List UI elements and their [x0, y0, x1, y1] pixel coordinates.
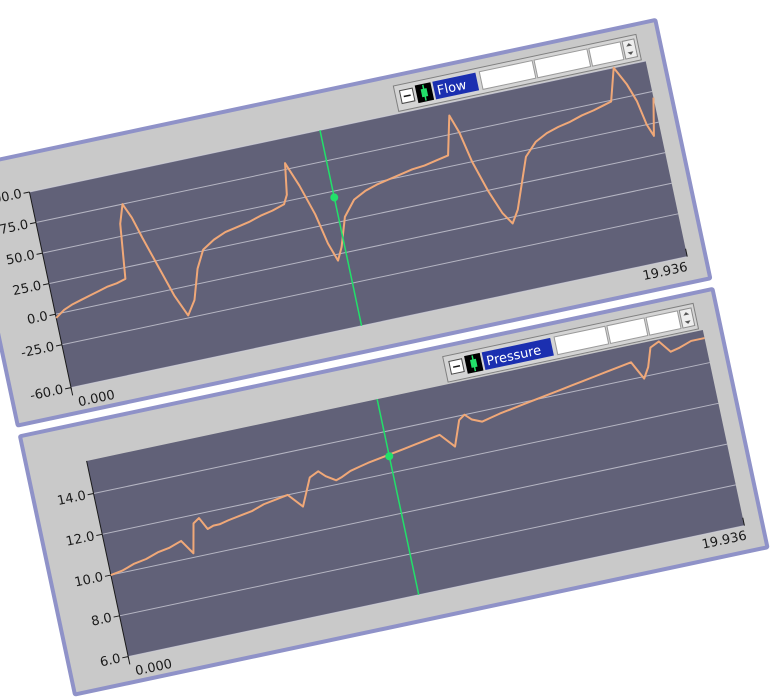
pressure-graph-window: 14.012.010.08.06.0 0.000 19.936 — [18, 287, 770, 697]
flow-plot-area[interactable] — [29, 60, 688, 388]
flow-plot-legend[interactable]: Flow — [392, 33, 642, 112]
pressure-plot-legend[interactable]: Pressure — [442, 302, 700, 383]
flow-grid-line — [70, 256, 688, 389]
flow-y-tick-label: 25.0 — [11, 278, 42, 299]
flow-grid-line — [42, 121, 659, 254]
pressure-y-tick — [104, 574, 111, 577]
pressure-x-tick-end — [742, 517, 745, 526]
flow-y-tick-label: 0.0 — [26, 309, 49, 328]
flow-legend-slot-4 — [588, 41, 625, 67]
flow-y-tick — [36, 252, 43, 255]
pressure-plot-area[interactable] — [86, 329, 745, 657]
pressure-grid-line — [102, 402, 719, 535]
pressure-legend-label-bg — [481, 337, 554, 371]
flow-y-tick — [55, 344, 63, 347]
flow-trace — [55, 66, 655, 319]
pressure-y-tick-label: 12.0 — [65, 529, 96, 550]
plot-style-icon[interactable] — [414, 82, 435, 104]
flow-y-tick-label: 75.0 — [0, 217, 30, 238]
pressure-y-axis: 14.0 12.0 10.0 8.0 6.0 — [56, 488, 129, 670]
pressure-grid-line — [110, 443, 728, 576]
flow-y-tick — [42, 283, 50, 286]
flow-y-tick — [29, 222, 37, 225]
flow-y-tick-label: -25.0 — [20, 340, 56, 362]
pressure-y-tick-label: 6.0 — [99, 651, 122, 670]
pressure-y-tick — [122, 656, 129, 659]
pressure-trace — [110, 337, 705, 577]
flow-legend-label-bg — [432, 72, 480, 100]
flow-grid — [29, 60, 688, 389]
flow-cursor-point[interactable] — [330, 193, 339, 202]
flow-legend-slot-3 — [533, 48, 592, 79]
flow-grid-line — [61, 213, 679, 346]
flow-y-tick — [49, 313, 56, 316]
flow-cursor-line[interactable] — [319, 130, 363, 326]
flow-y-tick — [23, 191, 30, 194]
plot-style-icon[interactable] — [464, 352, 484, 374]
pressure-x-tick-start — [127, 656, 131, 665]
flow-x-tick-end — [685, 248, 688, 257]
pressure-cursor-line[interactable] — [376, 399, 420, 595]
flow-y-axis-line — [28, 191, 72, 390]
flow-y-tick — [65, 387, 72, 390]
flow-y-tick-label: 50.0 — [5, 248, 36, 269]
minus-box-icon[interactable] — [448, 358, 465, 375]
pressure-cursor-point[interactable] — [385, 451, 394, 461]
pressure-grid — [93, 362, 745, 658]
minus-box-icon[interactable] — [398, 87, 416, 105]
pressure-y-tick — [113, 615, 120, 618]
pressure-legend-slot-3 — [606, 317, 649, 345]
flow-grid-line — [35, 91, 653, 224]
pressure-y-tick-label: 8.0 — [90, 611, 113, 630]
pressure-grid-line — [128, 525, 745, 658]
pressure-y-tick-label: 10.0 — [73, 570, 104, 591]
pressure-grid-line — [119, 484, 736, 617]
scroll-arrows-icon[interactable] — [621, 38, 639, 60]
flow-grid-line — [29, 60, 646, 193]
pressure-y-tick — [87, 493, 94, 496]
flow-grid-line — [55, 182, 672, 315]
pressure-y-tick — [96, 533, 103, 537]
flow-legend-label[interactable]: Flow — [436, 78, 469, 99]
flow-x-tick-start — [70, 387, 74, 396]
pressure-y-tick-label: 14.0 — [56, 488, 87, 509]
pressure-grid-line — [93, 362, 710, 495]
flow-grid-line — [48, 152, 666, 285]
pressure-legend-slot-4 — [645, 310, 682, 336]
pressure-legend-slot-2 — [553, 325, 610, 356]
flow-y-tick-label: -60.0 — [29, 382, 65, 404]
flow-graph-window: 100.075.050.025.00.0-25.0-60.0 0.000 19.… — [0, 18, 713, 428]
flow-legend-slot-2 — [478, 59, 537, 90]
scroll-arrows-icon[interactable] — [678, 307, 696, 329]
